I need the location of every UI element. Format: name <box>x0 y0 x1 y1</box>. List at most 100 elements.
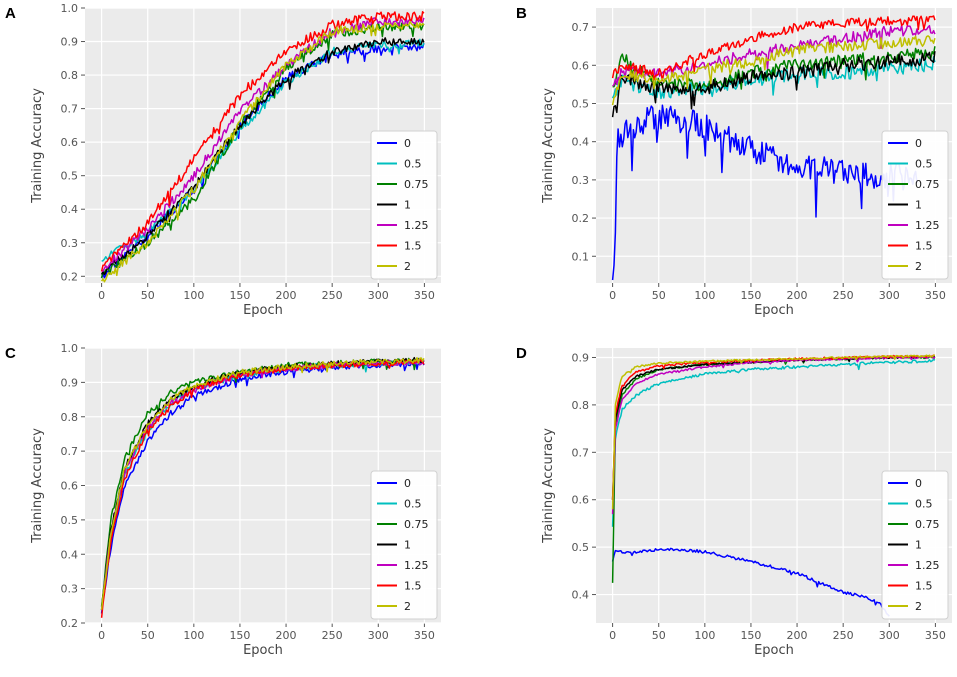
legend-entry-label: 1.5 <box>915 240 933 253</box>
series-line-d-0 <box>611 547 890 617</box>
x-tick-label: 350 <box>925 289 946 302</box>
legend-entry-label: 1.25 <box>915 559 940 572</box>
legend-b: 0 0.5 0.75 1 1.25 1.5 2 <box>881 130 949 280</box>
legend-box <box>881 130 949 280</box>
y-tick-label: 0.2 <box>61 617 79 630</box>
y-axis-label: Training Accuracy <box>30 428 45 544</box>
legend-entry-label: 0.75 <box>915 178 940 191</box>
panel-a-letter: A <box>5 5 16 22</box>
x-tick-label: 50 <box>141 629 155 642</box>
y-axis-label: Training Accuracy <box>541 88 556 204</box>
y-tick-label: 0.5 <box>572 541 590 554</box>
x-tick-label: 100 <box>183 629 204 642</box>
x-axis-label: Epoch <box>754 643 794 658</box>
series-line-d-2 <box>611 354 936 510</box>
x-axis-label: Epoch <box>754 303 794 318</box>
y-tick-label: 0.7 <box>61 103 79 116</box>
panel-a: 0 50 100 150 200 250 300 350 0.2 0.3 0.4 0.5 0.6 0.7 0… <box>5 2 441 318</box>
legend-entry-label: 2 <box>404 600 411 613</box>
y-tick-label: 0.9 <box>61 36 79 49</box>
y-tick-label: 0.9 <box>61 376 79 389</box>
x-tick-label: 150 <box>740 629 761 642</box>
legend-entry-label: 0 <box>915 137 922 150</box>
y-tick-label: 0.8 <box>572 399 590 412</box>
y-tick-label: 0.1 <box>572 250 590 263</box>
y-tick-label: 0.3 <box>61 237 79 250</box>
x-tick-label: 300 <box>879 289 900 302</box>
series-line-b-0 <box>611 104 918 281</box>
legend-entry-label: 2 <box>915 600 922 613</box>
y-tick-label: 0.5 <box>61 170 79 183</box>
x-tick-label: 250 <box>833 289 854 302</box>
x-tick-label: 0 <box>98 289 105 302</box>
legend-entry-label: 0.5 <box>404 498 422 511</box>
series-line-a-1-5 <box>100 10 425 272</box>
x-tick-label: 50 <box>652 289 666 302</box>
x-tick-label: 300 <box>368 629 389 642</box>
panel-c-letter: C <box>5 345 16 362</box>
y-tick-label: 0.2 <box>61 270 79 283</box>
legend-entry-label: 0.75 <box>404 178 429 191</box>
series-line-c-0-75 <box>100 357 425 607</box>
series-line-a-2 <box>100 20 425 283</box>
legend-c: 0 0.5 0.75 1 1.25 1.5 2 <box>370 470 438 620</box>
x-tick-label: 50 <box>652 629 666 642</box>
x-tick-label: 100 <box>694 289 715 302</box>
legend-entry-label: 2 <box>404 260 411 273</box>
y-axis-label: Training Accuracy <box>541 428 556 544</box>
x-tick-label: 0 <box>609 289 616 302</box>
legend-entry-label: 1 <box>915 539 922 552</box>
legend-entry-label: 1.5 <box>404 580 422 593</box>
y-tick-label: 0.8 <box>61 69 79 82</box>
x-tick-label: 250 <box>833 629 854 642</box>
series-line-b-0-75 <box>612 46 936 92</box>
y-tick-label: 0.6 <box>61 480 79 493</box>
y-axis-label: Training Accuracy <box>30 88 45 204</box>
y-tick-label: 0.2 <box>572 212 590 225</box>
legend-entry-label: 0 <box>404 477 411 490</box>
series-line-b-1-5 <box>611 15 936 82</box>
legend-entry-label: 1 <box>404 199 411 212</box>
y-tick-label: 0.6 <box>572 494 590 507</box>
series-line-b-1 <box>611 51 936 118</box>
panel-d: 0 50 100 150 200 250 300 350 0.4 0.5 0.6 0.7 0.8 0.9 E… <box>516 345 952 658</box>
legend-entry-label: 0.75 <box>915 518 940 531</box>
x-tick-label: 300 <box>879 629 900 642</box>
x-tick-label: 350 <box>414 629 435 642</box>
y-tick-label: 0.4 <box>61 548 79 561</box>
series-line-b-2 <box>611 35 936 106</box>
x-tick-label: 250 <box>322 289 343 302</box>
y-tick-label: 0.5 <box>572 97 590 110</box>
legend-entry-label: 0.5 <box>915 158 933 171</box>
legend-entry-label: 0 <box>404 137 411 150</box>
y-tick-label: 0.6 <box>61 136 79 149</box>
x-tick-label: 150 <box>229 289 250 302</box>
legend-box <box>370 470 438 620</box>
legend-entry-label: 1.25 <box>915 219 940 232</box>
y-tick-label: 0.9 <box>572 351 590 364</box>
series-line-d-0-5 <box>611 358 936 527</box>
x-tick-label: 200 <box>276 289 297 302</box>
x-axis-label: Epoch <box>243 643 283 658</box>
legend-d: 0 0.5 0.75 1 1.25 1.5 2 <box>881 470 949 620</box>
y-tick-label: 1.0 <box>61 2 79 15</box>
legend-box <box>881 470 949 620</box>
legend-entry-label: 1.25 <box>404 559 429 572</box>
y-tick-label: 1.0 <box>61 342 79 355</box>
y-tick-label: 0.7 <box>572 21 590 34</box>
legend-entry-label: 0 <box>915 477 922 490</box>
x-axis-label: Epoch <box>243 303 283 318</box>
y-tick-label: 0.4 <box>61 203 79 216</box>
y-tick-label: 0.4 <box>572 589 590 602</box>
legend-entry-label: 1.5 <box>915 580 933 593</box>
y-tick-label: 0.3 <box>572 174 590 187</box>
legend-entry-label: 1 <box>915 199 922 212</box>
x-tick-label: 100 <box>183 289 204 302</box>
legend-a: 0 0.5 0.75 1 1.25 1.5 2 <box>370 130 438 280</box>
x-tick-label: 100 <box>694 629 715 642</box>
legend-entry-label: 0.75 <box>404 518 429 531</box>
x-tick-label: 150 <box>229 629 250 642</box>
legend-entry-label: 1.25 <box>404 219 429 232</box>
x-tick-label: 200 <box>787 629 808 642</box>
